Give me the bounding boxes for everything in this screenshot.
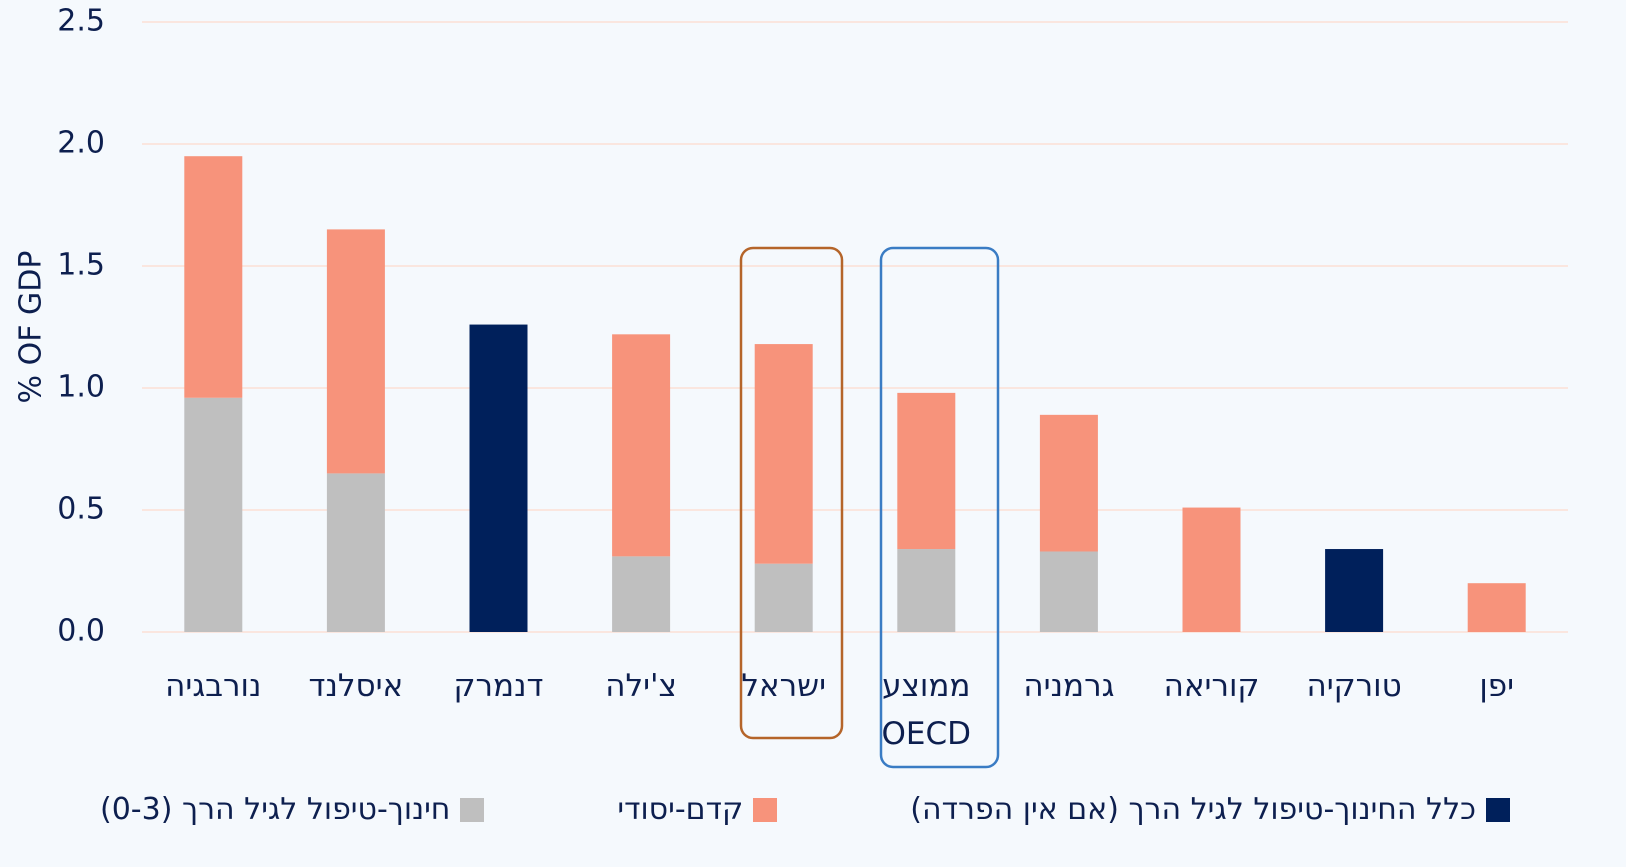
x-tick-label: טורקיה	[1306, 668, 1402, 704]
x-tick-label: דנמרק	[453, 668, 544, 704]
y-tick-label: 0.0	[57, 614, 105, 649]
legend-item: קדם-יסודי	[617, 792, 778, 827]
legend-label: חינוך-טיפול לגיל הרך (0-3)	[100, 792, 451, 827]
y-tick-label: 1.5	[57, 248, 105, 283]
bar-segment	[1039, 551, 1098, 632]
bar-segment	[612, 556, 671, 632]
bar-segment	[897, 549, 956, 632]
x-tick-label: נורבגיה	[165, 668, 262, 704]
legend-item: חינוך-טיפול לגיל הרך (0-3)	[100, 792, 485, 827]
bar-segment	[754, 344, 813, 564]
y-axis-label: % OF GDP	[14, 251, 49, 404]
bar-segment	[897, 392, 956, 550]
x-tick-label: צ'ילה	[605, 668, 677, 704]
highlight-box	[879, 246, 1000, 769]
y-tick-label: 0.5	[57, 492, 105, 527]
x-tick-label: גרמניה	[1023, 668, 1115, 704]
x-tick-label: ישראל	[741, 668, 827, 704]
bar-segment	[469, 324, 528, 632]
bar-segment	[184, 156, 243, 398]
highlight-box	[739, 246, 844, 740]
x-tick-label: קוריאה	[1163, 668, 1260, 704]
bar-segment	[1039, 414, 1098, 552]
y-tick-label: 2.5	[57, 4, 105, 39]
bar-segment	[326, 473, 385, 632]
bar-segment	[184, 397, 243, 632]
legend-swatch	[1486, 797, 1510, 822]
bar-segment	[1467, 583, 1526, 632]
bar-segment	[326, 229, 385, 474]
bar-segment	[754, 563, 813, 632]
x-tick-label: איסלנד	[308, 668, 404, 704]
bar-segment	[1182, 507, 1241, 632]
legend-item: כלל החינוך-טיפול לגיל הרך (אם אין הפרדה)	[910, 792, 1510, 827]
legend-swatch	[460, 797, 485, 822]
legend-label: קדם-יסודי	[617, 792, 744, 827]
legend-label: כלל החינוך-טיפול לגיל הרך (אם אין הפרדה)	[910, 792, 1476, 827]
bar-segment	[1325, 549, 1384, 632]
legend-swatch	[753, 797, 778, 822]
y-tick-label: 2.0	[57, 126, 105, 161]
x-tick-label: יפן	[1479, 668, 1515, 704]
legend: כלל החינוך-טיפול לגיל הרך (אם אין הפרדה)…	[100, 792, 1510, 827]
y-tick-label: 1.0	[57, 370, 105, 405]
x-tick-label: ממוצע OECD	[881, 668, 972, 752]
bar-segment	[612, 334, 671, 557]
